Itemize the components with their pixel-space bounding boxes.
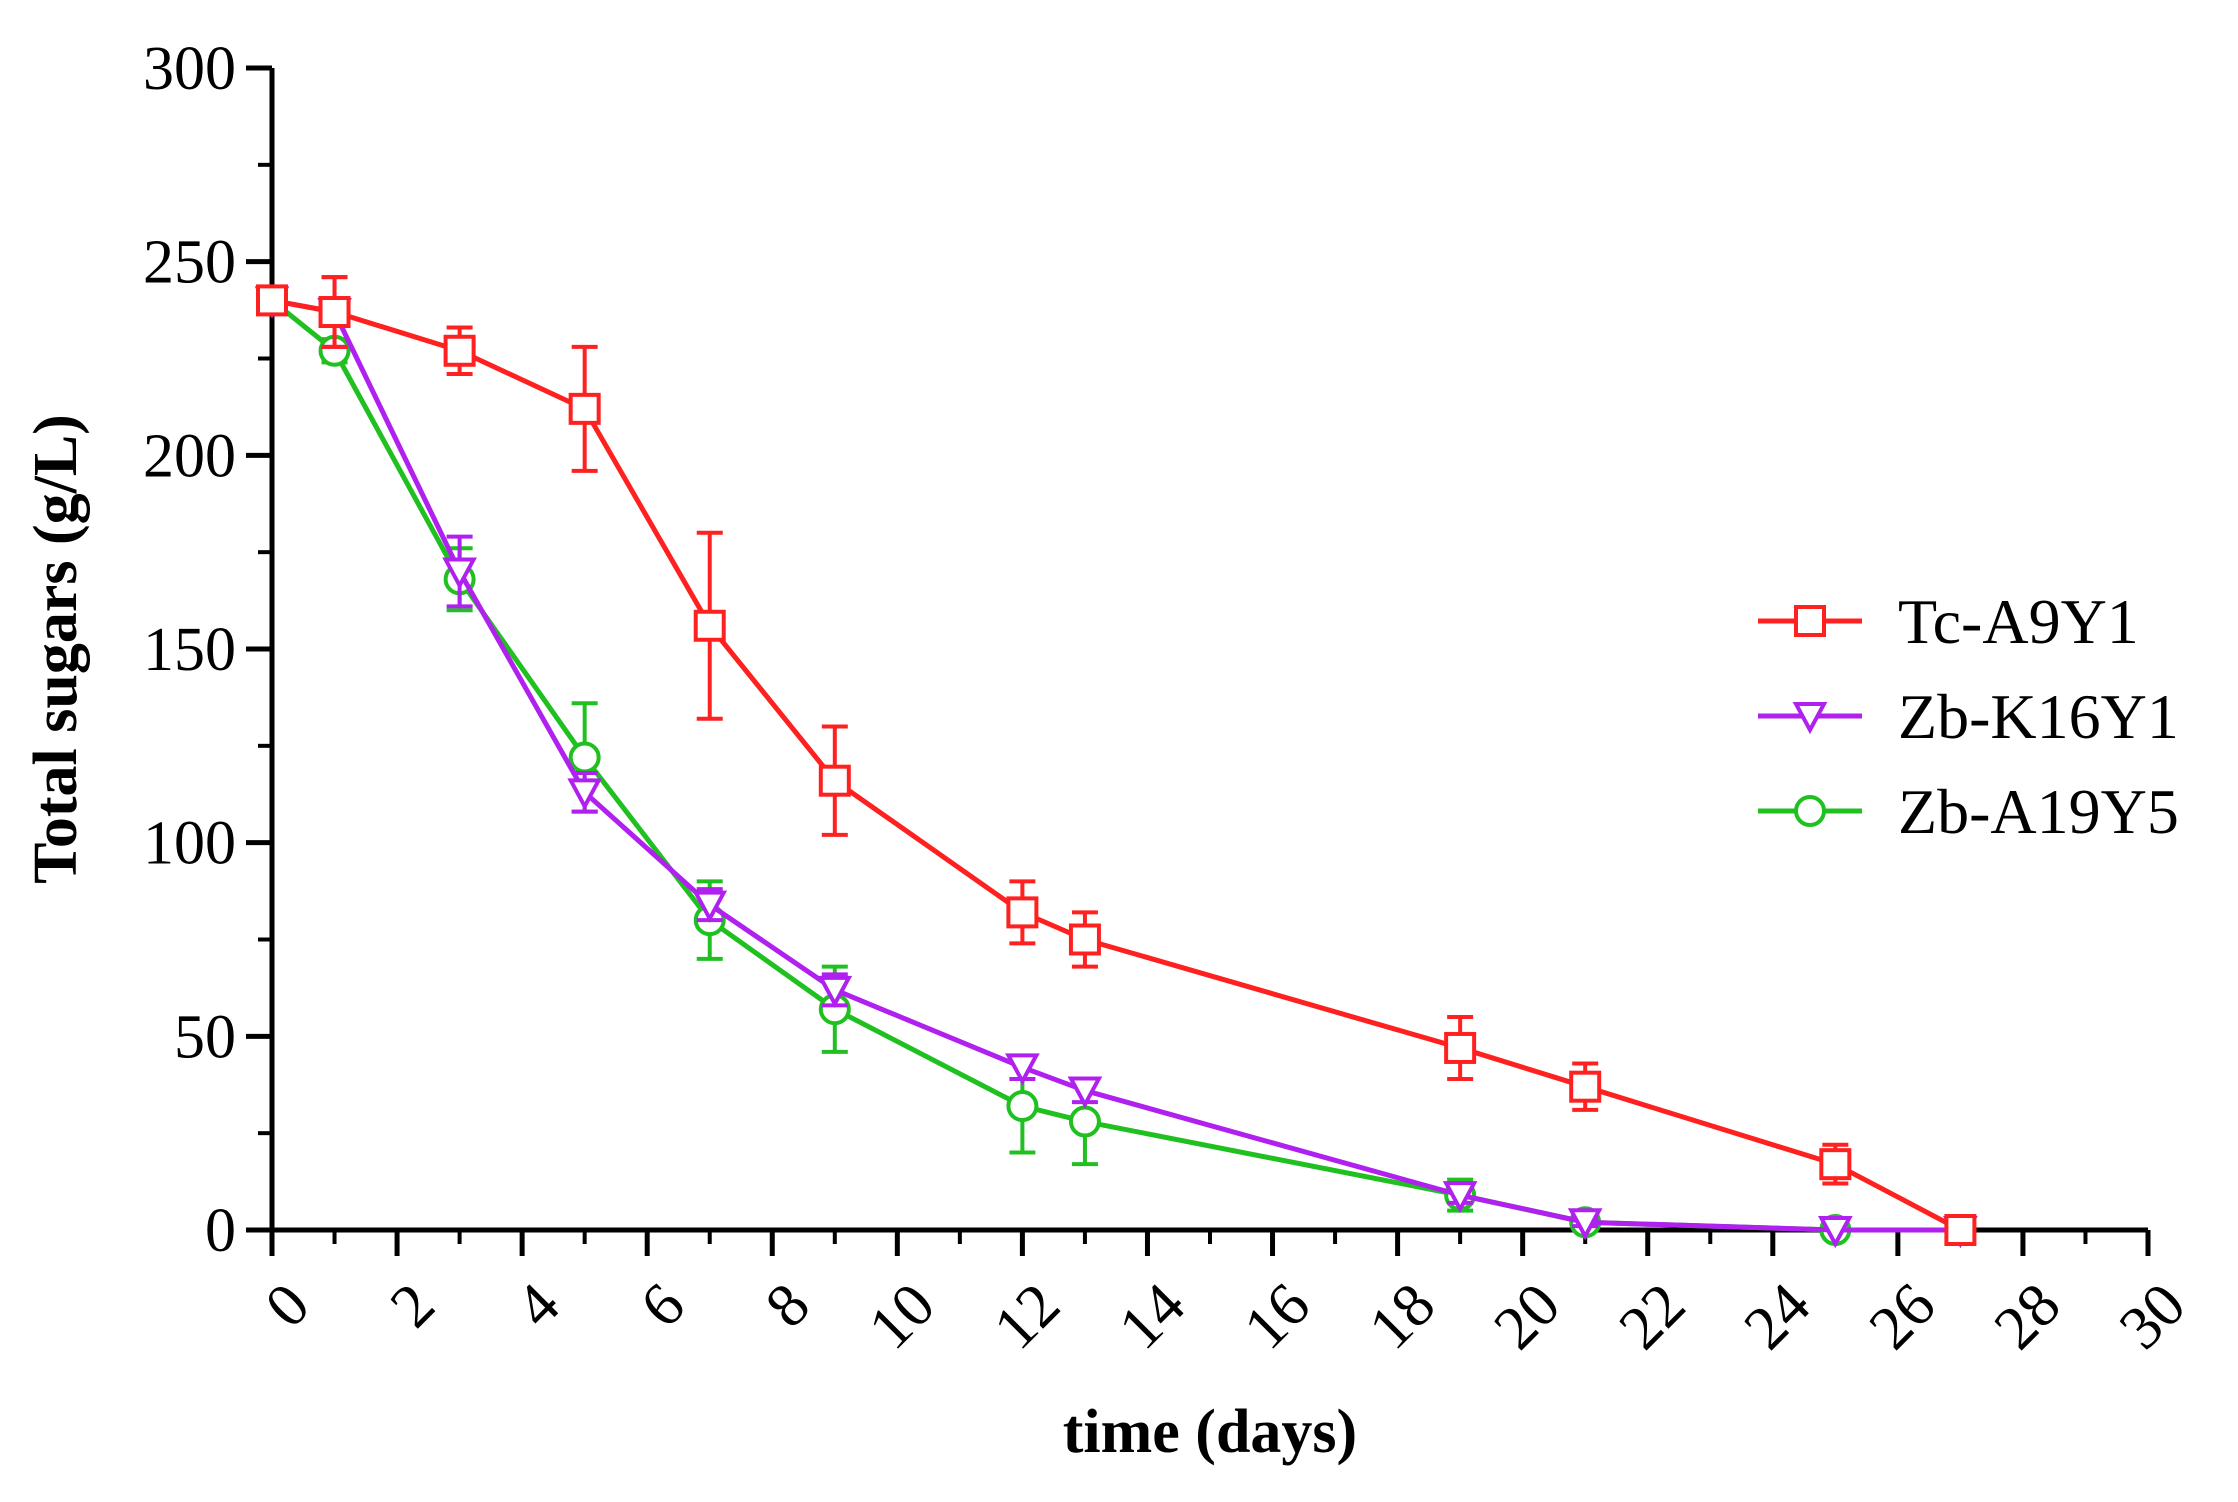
x-tick-label: 16 bbox=[1231, 1271, 1323, 1363]
x-axis-title: time (days) bbox=[1063, 1398, 1357, 1466]
series bbox=[254, 275, 1978, 1249]
data-point bbox=[818, 764, 851, 797]
data-point bbox=[1005, 1053, 1040, 1086]
x-tick-label: 24 bbox=[1731, 1271, 1823, 1363]
y-tick-label: 0 bbox=[205, 1197, 236, 1265]
x-tick-label: 26 bbox=[1857, 1271, 1949, 1363]
data-point bbox=[817, 975, 853, 1009]
y-tick-label: 200 bbox=[143, 422, 236, 490]
data-point bbox=[442, 557, 477, 590]
data-point bbox=[693, 609, 726, 642]
data-point bbox=[1444, 1031, 1477, 1064]
x-tick-label: 22 bbox=[1606, 1271, 1698, 1363]
x-tick-label: 8 bbox=[753, 1271, 823, 1341]
x-tick-label: 28 bbox=[1982, 1271, 2074, 1363]
data-point bbox=[1442, 1181, 1478, 1214]
data-point bbox=[1819, 1148, 1852, 1181]
x-tick-label: 2 bbox=[378, 1271, 448, 1341]
y-tick-label: 50 bbox=[174, 1003, 236, 1071]
x-tick-label: 18 bbox=[1356, 1271, 1448, 1363]
legend-label-zb-k16y1: Zb-K16Y1 bbox=[1898, 681, 2179, 752]
series-line bbox=[271, 297, 1962, 1233]
x-tick-label: 12 bbox=[981, 1271, 1073, 1363]
data-point bbox=[1068, 923, 1101, 956]
legend-marker-zb-k16y1 bbox=[1792, 702, 1828, 735]
data-point bbox=[567, 778, 603, 811]
data-point bbox=[1569, 1070, 1602, 1103]
series-zb-k16y1 bbox=[254, 275, 1978, 1249]
x-tick-label: 6 bbox=[628, 1271, 698, 1341]
x-tick-label: 4 bbox=[503, 1271, 573, 1341]
data-point bbox=[256, 284, 288, 317]
data-point bbox=[1567, 1208, 1603, 1241]
y-axis-title: Total sugars (g/L) bbox=[22, 414, 90, 884]
series-line bbox=[271, 297, 1961, 1233]
y-tick-label: 250 bbox=[143, 229, 236, 297]
legend: Tc-A9Y1 Zb-K16Y1 Zb-A19Y5 bbox=[1758, 586, 2179, 847]
data-point bbox=[318, 296, 351, 329]
data-point bbox=[1006, 896, 1039, 929]
x-tick-label: 10 bbox=[856, 1271, 948, 1363]
legend-label-zb-a19y5: Zb-A19Y5 bbox=[1898, 776, 2179, 847]
y-tick-label: 100 bbox=[143, 810, 236, 878]
y-tick-label: 150 bbox=[143, 616, 236, 684]
data-point bbox=[443, 334, 476, 367]
data-point bbox=[568, 741, 601, 774]
legend-label-tc-a9y1: Tc-A9Y1 bbox=[1898, 586, 2139, 657]
y-tick-label: 300 bbox=[143, 35, 236, 103]
data-point bbox=[568, 392, 601, 425]
series-tc-a9y1 bbox=[256, 275, 1977, 1246]
data-point bbox=[1944, 1214, 1977, 1246]
legend-marker-zb-a19y5 bbox=[1794, 795, 1826, 827]
data-point bbox=[692, 890, 728, 923]
data-point bbox=[1067, 1076, 1103, 1109]
axes bbox=[269, 68, 2148, 1233]
series-line bbox=[270, 298, 1961, 1233]
legend-marker-tc-a9y1 bbox=[1794, 605, 1826, 637]
x-tick-label: 14 bbox=[1106, 1271, 1198, 1363]
data-point bbox=[1068, 1105, 1101, 1138]
data-point bbox=[1006, 1090, 1039, 1123]
data-point bbox=[1817, 1216, 1853, 1249]
x-tick-label: 0 bbox=[253, 1271, 323, 1341]
x-tick-label: 20 bbox=[1481, 1271, 1573, 1363]
x-tick-label: 30 bbox=[2107, 1271, 2199, 1363]
